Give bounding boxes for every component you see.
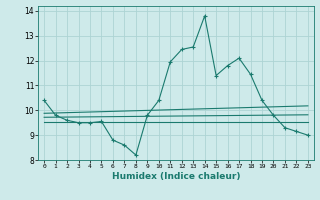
X-axis label: Humidex (Indice chaleur): Humidex (Indice chaleur)	[112, 172, 240, 181]
